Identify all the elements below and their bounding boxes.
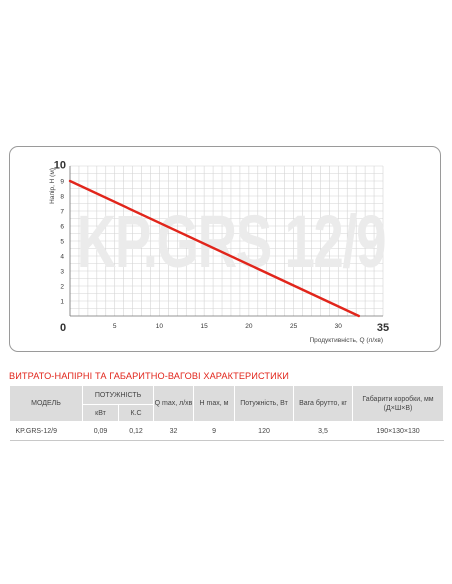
y-tick-label: 8 [60, 194, 64, 201]
specs-table: МОДЕЛЬ ПОТУЖНІСТЬ Q max, л/хв H max, м П… [9, 385, 445, 441]
y-tick-label: 4 [60, 254, 64, 261]
x-tick-label: 25 [290, 323, 298, 330]
x-tick-label: 15 [201, 323, 209, 330]
chart-frame [9, 146, 441, 352]
cell-hmax: 9 [193, 421, 235, 441]
series-line-0 [68, 179, 361, 318]
header-model: МОДЕЛЬ [9, 385, 83, 422]
cell-power-w: 120 [234, 421, 294, 441]
y-axis-label: Напір, H (м) [48, 168, 56, 204]
y-tick-labels: 1 2 3 4 5 6 7 8 9 10 [54, 160, 66, 306]
cell-weight: 3,5 [293, 421, 353, 441]
cell-box: 190×130×130 [352, 421, 444, 441]
header-power-group: ПОТУЖНІСТЬ [81, 385, 155, 405]
x-tick-label: 20 [245, 323, 253, 330]
x-tick-label: 5 [113, 323, 117, 330]
x-axis-label: Продуктивність, Q (л/хв) [309, 336, 383, 344]
y-tick-label: 6 [60, 224, 64, 231]
watermark: KP.GRS 12/9 [77, 200, 385, 283]
x-tick-label: 35 [377, 322, 389, 334]
y-tick-label: 10 [54, 160, 66, 172]
x-tick-label: 10 [156, 323, 164, 330]
header-box: Габарити коробки, мм (Д×Ш×В) [352, 385, 445, 422]
y-tick-label: 1 [60, 299, 64, 306]
header-power-w: Потужність, Вт [234, 385, 295, 422]
header-qmax: Q max, л/хв [153, 385, 195, 422]
y-tick-label: 9 [60, 179, 64, 186]
header-hmax: H max, м [193, 385, 236, 422]
x-tick-label: 30 [335, 323, 343, 330]
header-weight: Вага брутто, кг [293, 385, 354, 422]
cell-model: KP.GRS-12/9 [9, 421, 83, 441]
section-title: ВИТРАТО-НАПІРНІ ТА ГАБАРИТНО-ВАГОВІ ХАРА… [9, 371, 289, 381]
cell-hp: 0,12 [118, 421, 154, 441]
header-kw: кВт [82, 404, 119, 422]
header-hp: К.С [117, 404, 155, 422]
cell-qmax: 32 [153, 421, 194, 441]
x-tick-label: 0 [60, 322, 66, 334]
y-tick-label: 2 [60, 284, 64, 291]
cell-kw: 0,09 [82, 421, 119, 441]
y-tick-label: 7 [60, 209, 64, 216]
table-row: KP.GRS-12/9 0,09 0,12 32 9 120 3,5 190×1… [9, 421, 444, 441]
y-tick-label: 3 [60, 269, 64, 276]
y-tick-label: 5 [60, 239, 64, 246]
x-tick-labels: 0 5 10 15 20 25 30 35 [60, 322, 389, 334]
